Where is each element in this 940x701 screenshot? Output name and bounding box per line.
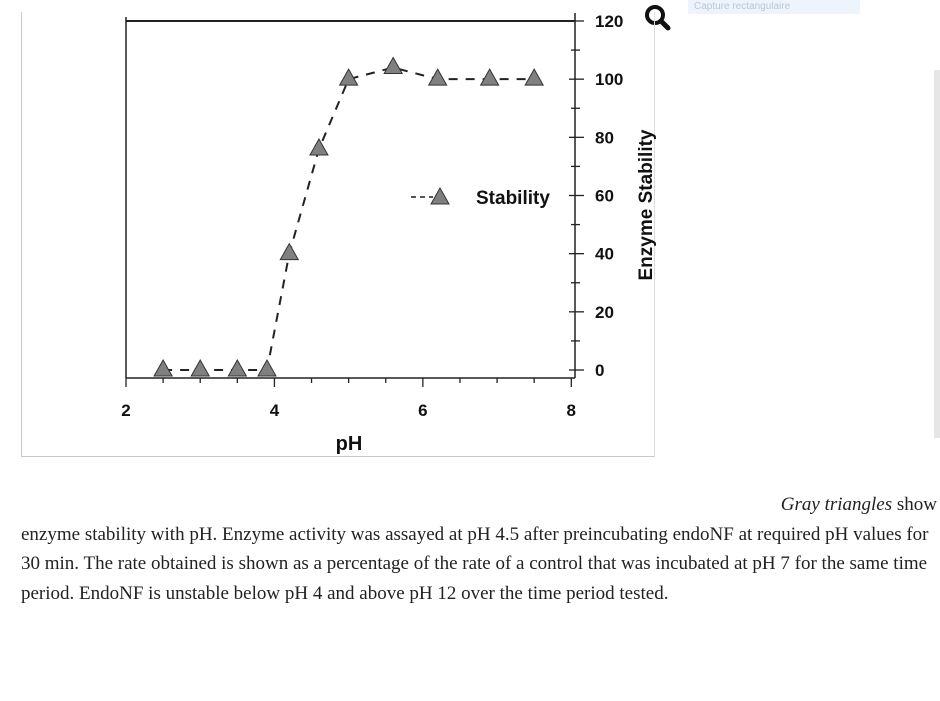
figure-caption: Gray triangles show enzyme stability wit…: [21, 490, 937, 608]
data-point-marker: [190, 358, 211, 377]
series-line: [163, 66, 535, 371]
data-point-marker: [309, 137, 329, 156]
y-tick-label: 0: [595, 361, 604, 380]
y-tick-label: 80: [595, 128, 614, 147]
data-point-marker: [257, 358, 277, 377]
data-point-marker: [227, 358, 248, 377]
data-point-marker: [383, 56, 404, 75]
data-point-marker: [479, 68, 500, 86]
legend: Stability: [411, 186, 550, 209]
y-tick-label: 120: [595, 12, 623, 31]
x-axis-label: pH: [336, 433, 363, 455]
x-tick-label: 6: [418, 401, 427, 420]
data-point-marker: [279, 242, 300, 261]
y-tick-label: 40: [595, 245, 614, 264]
capture-hint-label: Capture rectangulaire: [688, 0, 860, 14]
data-point-marker: [153, 358, 173, 377]
caption-body: enzyme stability with pH. Enzyme activit…: [21, 523, 929, 604]
chart-frame: [21, 12, 655, 457]
series-layer: [153, 56, 545, 377]
legend-label: Stability: [476, 188, 550, 209]
x-tick-label: 8: [567, 401, 576, 420]
data-point-marker: [427, 68, 448, 86]
data-point-marker: [338, 68, 359, 86]
scrollbar[interactable]: [934, 70, 940, 438]
legend-marker-icon: [430, 186, 450, 205]
y-tick-label: 100: [595, 70, 623, 89]
caption-italic-text: Gray triangles: [780, 494, 893, 515]
data-point-marker: [524, 68, 545, 86]
y-tick-label: 60: [595, 187, 614, 206]
caption-first-line: Gray triangles show: [21, 490, 937, 520]
magnifier-icon[interactable]: [643, 3, 671, 31]
x-tick-label: 4: [270, 401, 280, 420]
y-tick-label: 20: [595, 303, 614, 322]
x-tick-label: 2: [121, 401, 130, 420]
caption-first-line-rest: show: [892, 494, 937, 515]
y-axis-label: Enzyme Stability: [636, 129, 657, 280]
